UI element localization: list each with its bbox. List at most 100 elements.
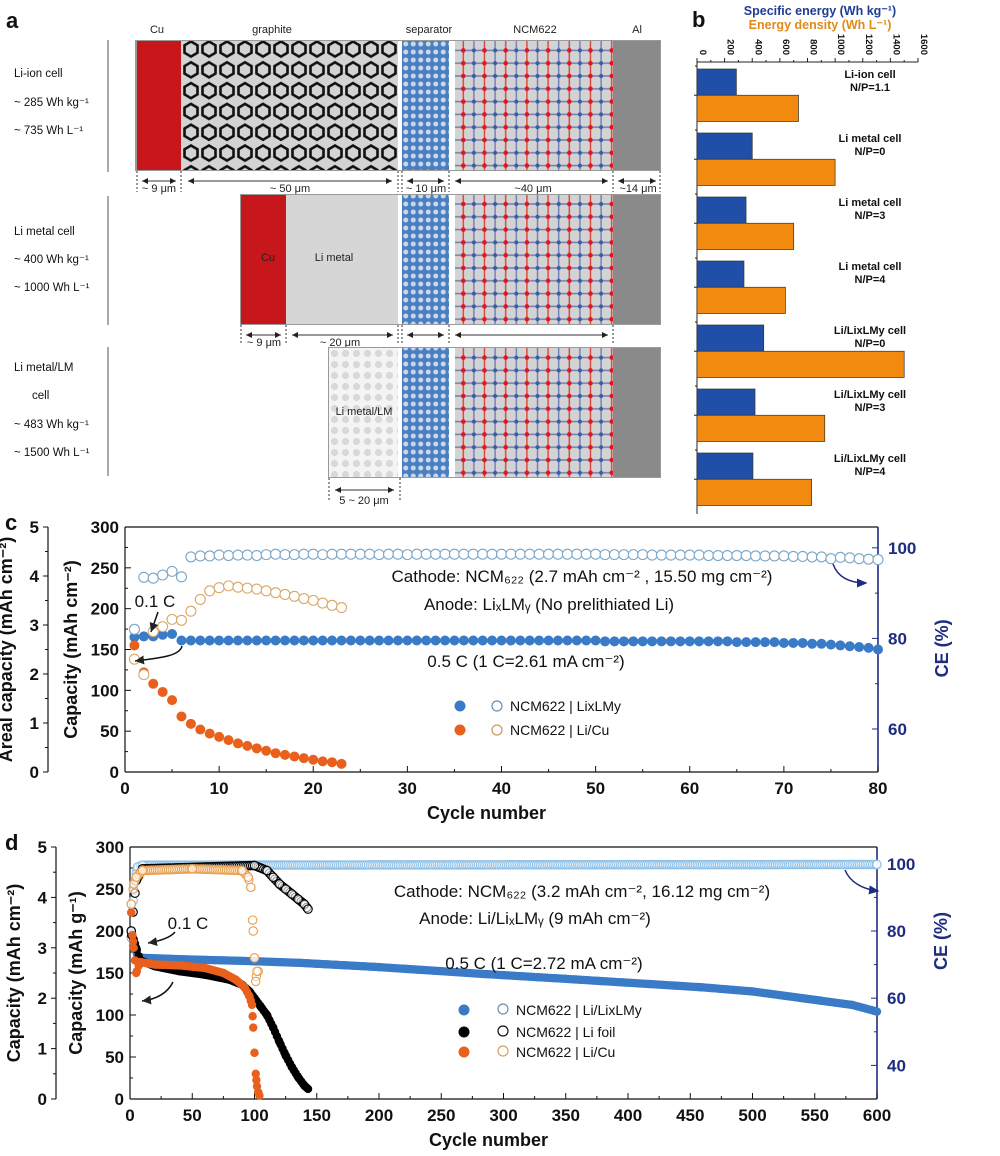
data-point — [247, 1000, 257, 1010]
data-point — [262, 1010, 272, 1020]
data-point — [242, 635, 253, 646]
data-point — [524, 635, 535, 646]
category-sublabel: N/P=0 — [855, 146, 886, 158]
data-point — [185, 718, 196, 729]
data-point — [250, 976, 261, 987]
cell-title: Li metal/LM — [14, 362, 73, 374]
legend-marker-filled — [458, 1004, 470, 1016]
data-point — [487, 635, 498, 646]
series-ncm622-lixlmy-capacity — [129, 628, 883, 655]
category-sublabel: N/P=3 — [855, 210, 886, 222]
data-point — [731, 549, 743, 562]
x-tick-label: 200 — [365, 1106, 393, 1125]
x-tick-label: 20 — [304, 779, 323, 798]
ncm622-layer — [455, 41, 613, 170]
data-point — [287, 889, 297, 899]
dim-separator: ~ 10 μm — [406, 183, 446, 195]
data-point — [693, 549, 705, 561]
arrow-to-ce-axis-icon — [844, 869, 880, 895]
data-point — [317, 635, 328, 646]
data-point — [392, 635, 403, 646]
panel-label-c: c — [5, 510, 17, 535]
b-tick-label: 200 — [725, 39, 736, 55]
bar-specific-energy — [696, 324, 765, 352]
cu-label: Cu — [261, 252, 275, 264]
y-tick-label: 50 — [105, 1048, 124, 1067]
category-label: Li/LixLMy cell — [834, 325, 906, 337]
data-point — [647, 636, 658, 647]
data-point — [844, 641, 855, 652]
layer-header-ncm622: NCM622 — [513, 24, 556, 36]
data-point — [835, 640, 846, 651]
ce-tick-label: 100 — [887, 855, 915, 874]
b-tick-label: 0 — [697, 50, 708, 55]
arrow-icon — [147, 931, 176, 946]
x-tick-label: 50 — [183, 1106, 202, 1125]
data-point — [289, 751, 300, 762]
data-point — [126, 899, 136, 909]
data-point — [327, 635, 338, 646]
data-point — [534, 635, 545, 646]
d-rate-high-annotation: 0.5 C (1 C=2.72 mA cm⁻²) — [445, 954, 642, 973]
x-tick-label: 600 — [863, 1106, 891, 1125]
bar-energy-density — [696, 158, 836, 186]
series-ncm622-li-cu-ce — [128, 580, 348, 681]
x-tick-label: 150 — [303, 1106, 331, 1125]
data-point — [240, 983, 249, 992]
data-point — [571, 635, 582, 646]
data-point — [552, 548, 564, 560]
data-point — [750, 637, 761, 648]
data-point — [270, 748, 281, 759]
data-point — [279, 588, 291, 601]
separator-layer — [402, 195, 449, 324]
data-point — [477, 548, 489, 560]
c-rate-low-annotation: 0.1 C — [135, 592, 176, 611]
b-tick-label: 400 — [752, 39, 763, 55]
data-point — [185, 635, 196, 646]
bar-specific-energy — [696, 68, 737, 96]
c-rate-high-annotation: 0.5 C (1 C=2.61 mA cm⁻²) — [427, 652, 624, 671]
data-point — [298, 548, 310, 560]
data-point — [317, 756, 328, 767]
data-point — [618, 636, 629, 647]
c-series — [128, 548, 884, 769]
legend-marker-filled — [454, 700, 466, 712]
cell-energy-density: ~ 1000 Wh L⁻¹ — [14, 282, 90, 294]
data-point — [609, 636, 620, 647]
data-point — [326, 599, 338, 611]
x-tick-label: 550 — [801, 1106, 829, 1125]
cu-layer — [137, 41, 181, 170]
panel-label-a: a — [6, 8, 19, 33]
data-point — [750, 550, 762, 562]
data-point — [296, 958, 305, 968]
data-point — [195, 724, 206, 735]
data-point — [684, 549, 696, 561]
data-point — [195, 635, 206, 646]
c-annotation-arrows — [134, 563, 868, 665]
outer-y-tick-label: 0 — [30, 763, 39, 782]
c-anode-annotation: Anode: LiₓLMᵧ (No prelithiated Li) — [424, 595, 674, 614]
data-point — [561, 548, 573, 560]
data-point — [261, 745, 272, 756]
bar-energy-density — [696, 94, 799, 122]
data-point — [401, 549, 413, 561]
data-point — [533, 548, 545, 560]
y-tick-label: 50 — [100, 722, 119, 741]
data-point — [204, 635, 215, 646]
data-point — [280, 635, 291, 646]
outer-y-tick-label: 0 — [38, 1090, 47, 1109]
x-tick-label: 350 — [552, 1106, 580, 1125]
legend-marker-open — [491, 700, 503, 712]
data-point — [684, 636, 695, 647]
layer-header-al: Al — [632, 24, 642, 36]
li-metal-lm-label: Li metal/LM — [336, 406, 393, 418]
bar-specific-energy — [696, 132, 753, 160]
outer-y-tick-label: 3 — [38, 939, 47, 958]
data-point — [157, 621, 169, 633]
li-metal-layer — [286, 195, 398, 324]
data-point — [421, 635, 432, 646]
dim-cu: ~ 9 μm — [142, 183, 176, 195]
bar-energy-density — [696, 350, 905, 378]
data-point — [712, 549, 724, 562]
legend-label: NCM622 | Li/Cu — [516, 1044, 615, 1060]
